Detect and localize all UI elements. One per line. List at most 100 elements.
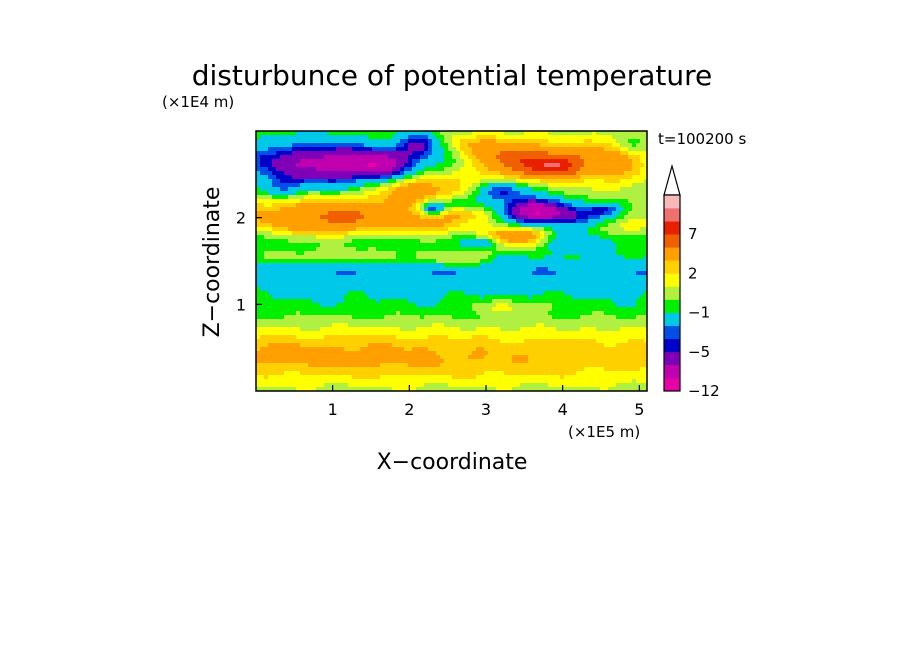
heatmap-cell (288, 231, 293, 236)
heatmap-cell (348, 235, 353, 240)
heatmap-cell (528, 139, 533, 144)
heatmap-cell (304, 275, 309, 280)
heatmap-cell (376, 163, 381, 168)
heatmap-cell (452, 271, 457, 276)
heatmap-cell (608, 239, 613, 244)
heatmap-cell (432, 295, 437, 300)
heatmap-cell (548, 295, 553, 300)
heatmap-cell (604, 279, 609, 284)
heatmap-cell (636, 323, 641, 328)
chart-title: disturbunce of potential temperature (192, 59, 713, 92)
heatmap-cell (452, 315, 457, 320)
heatmap-cell (400, 199, 405, 204)
heatmap-cell (524, 259, 529, 264)
heatmap-cell (448, 171, 453, 176)
heatmap-cell (584, 143, 589, 148)
heatmap-cell (272, 239, 277, 244)
heatmap-cell (472, 291, 477, 296)
heatmap-cell (436, 323, 441, 328)
heatmap-cell (512, 155, 517, 160)
heatmap-cell (452, 223, 457, 228)
heatmap-cell (516, 135, 521, 140)
heatmap-cell (296, 191, 301, 196)
heatmap-cell (256, 143, 261, 148)
heatmap-cell (504, 215, 509, 220)
heatmap-cell (576, 259, 581, 264)
heatmap-cell (444, 171, 449, 176)
heatmap-cell (620, 243, 625, 248)
heatmap-cell (344, 323, 349, 328)
heatmap-cell (460, 219, 465, 224)
heatmap-cell (392, 287, 397, 292)
heatmap-cell (484, 187, 489, 192)
heatmap-cell (500, 175, 505, 180)
heatmap-cell (528, 155, 533, 160)
heatmap-cell (540, 135, 545, 140)
heatmap-cell (524, 327, 529, 332)
heatmap-cell (284, 207, 289, 212)
heatmap-cell (364, 183, 369, 188)
heatmap-cell (440, 271, 445, 276)
heatmap-cell (424, 167, 429, 172)
heatmap-cell (480, 167, 485, 172)
heatmap-cell (612, 279, 617, 284)
heatmap-cell (376, 147, 381, 152)
heatmap-cell (488, 311, 493, 316)
heatmap-cell (320, 327, 325, 332)
heatmap-cell (276, 279, 281, 284)
heatmap-cell (576, 139, 581, 144)
heatmap-cell (592, 307, 597, 312)
heatmap-cell (480, 187, 485, 192)
heatmap-cell (340, 271, 345, 276)
heatmap-cell (608, 295, 613, 300)
heatmap-cell (476, 231, 481, 236)
heatmap-cell (388, 163, 393, 168)
heatmap-cell (552, 227, 557, 232)
heatmap-cell (372, 167, 377, 172)
heatmap-cell (632, 259, 637, 264)
heatmap-cell (452, 163, 457, 168)
heatmap-cell (336, 135, 341, 140)
heatmap-cell (616, 283, 621, 288)
heatmap-cell (596, 247, 601, 252)
heatmap-cell (428, 203, 433, 208)
heatmap-cell (384, 191, 389, 196)
heatmap-cell (332, 327, 337, 332)
heatmap-cell (412, 131, 417, 136)
heatmap-cell (548, 275, 553, 280)
heatmap-cell (444, 147, 449, 152)
heatmap-cell (380, 295, 385, 300)
heatmap-cell (384, 255, 389, 260)
heatmap-cell (488, 323, 493, 328)
heatmap-cell (452, 131, 457, 136)
heatmap-cell (584, 291, 589, 296)
heatmap-cell (424, 319, 429, 324)
heatmap-cell (596, 151, 601, 156)
heatmap-cell (476, 255, 481, 260)
heatmap-cell (332, 163, 337, 168)
heatmap-cell (332, 259, 337, 264)
heatmap-cell (472, 207, 477, 212)
heatmap-cell (512, 207, 517, 212)
heatmap-cell (520, 251, 525, 256)
heatmap-cell (476, 263, 481, 268)
heatmap-cell (612, 191, 617, 196)
heatmap-cell (388, 259, 393, 264)
heatmap-cell (500, 251, 505, 256)
heatmap-cell (632, 323, 637, 328)
heatmap-cell (624, 279, 629, 284)
heatmap-cell (580, 251, 585, 256)
heatmap-cell (396, 271, 401, 276)
heatmap-cell (376, 139, 381, 144)
heatmap-cell (376, 231, 381, 236)
heatmap-cell (548, 155, 553, 160)
heatmap-cell (472, 203, 477, 208)
heatmap-cell (560, 139, 565, 144)
heatmap-cell (620, 315, 625, 320)
heatmap-cell (356, 183, 361, 188)
heatmap-cell (344, 131, 349, 136)
heatmap-cell (496, 227, 501, 232)
heatmap-cell (324, 243, 329, 248)
heatmap-cell (416, 319, 421, 324)
heatmap-cell (468, 235, 473, 240)
